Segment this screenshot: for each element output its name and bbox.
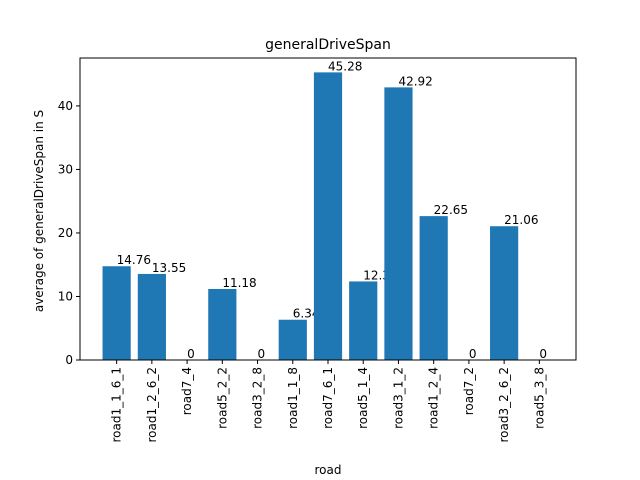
bar-road3_1_2: [384, 87, 413, 360]
bar-road5_1_4: [349, 281, 378, 360]
y-tick-label: 0: [65, 353, 73, 367]
y-tick-label: 30: [58, 162, 73, 176]
x-tick-label-road1_2_6_2: road1_2_6_2: [145, 367, 159, 443]
data-label-road7_2: 0: [469, 347, 477, 361]
x-axis-label: road: [315, 463, 342, 477]
data-label-road5_3_8: 0: [539, 347, 547, 361]
data-label-road3_2_8: 0: [258, 347, 266, 361]
data-label-road1_1_6_1: 14.76: [117, 253, 151, 267]
data-label-road1_2_6_2: 13.55: [152, 261, 186, 275]
plot-frame: [79, 57, 577, 361]
bar-road1_1_8: [278, 319, 307, 360]
y-axis: 0 10 20 30 40: [58, 99, 80, 367]
x-tick-label-road7_4: road7_4: [180, 367, 194, 415]
y-tick-label: 20: [58, 226, 73, 240]
x-tick-label-road7_6_1: road7_6_1: [321, 367, 335, 429]
y-tick-label: 40: [58, 99, 73, 113]
data-label-road5_2_2: 11.18: [222, 276, 256, 290]
x-tick-label-road3_2_8: road3_2_8: [251, 367, 265, 429]
x-tick-label-road3_1_2: road3_1_2: [391, 367, 405, 429]
bar-road1_2_4: [419, 216, 448, 360]
bar-road3_2_6_2: [490, 226, 519, 360]
x-tick-label-road5_3_8: road5_3_8: [532, 367, 546, 429]
x-axis: road1_1_6_1 road1_2_6_2 road7_4 road5_2_2 ro…: [110, 360, 546, 443]
bar-road5_2_2: [208, 288, 237, 360]
data-label-road1_1_8: 6.34: [293, 307, 320, 321]
x-tick-label-road7_2: road7_2: [462, 367, 476, 415]
bar-road1_1_6_1: [102, 266, 131, 360]
chart-title: generalDriveSpan: [265, 37, 391, 53]
y-tick-label: 10: [58, 289, 73, 303]
data-label-road7_4: 0: [187, 347, 195, 361]
x-tick-label-road3_2_6_2: road3_2_6_2: [497, 367, 511, 443]
plot-area: 14.7613.55011.1806.3445.2812.3742.9222.6…: [102, 59, 547, 361]
y-axis-label: average of generalDriveSpan in S: [32, 110, 46, 312]
x-tick-label-road1_2_4: road1_2_4: [427, 367, 441, 429]
data-label-road1_2_4: 22.65: [434, 203, 468, 217]
x-tick-label-road1_1_6_1: road1_1_6_1: [110, 367, 124, 443]
bar-road1_2_6_2: [137, 273, 166, 360]
bar-road7_6_1: [313, 72, 343, 360]
data-label-road3_1_2: 42.92: [398, 74, 432, 88]
x-tick-label-road1_1_8: road1_1_8: [286, 367, 300, 429]
data-label-road7_6_1: 45.28: [328, 59, 362, 73]
x-tick-label-road5_1_4: road5_1_4: [356, 367, 370, 429]
data-label-road3_2_6_2: 21.06: [504, 213, 538, 227]
x-tick-label-road5_2_2: road5_2_2: [215, 367, 229, 429]
